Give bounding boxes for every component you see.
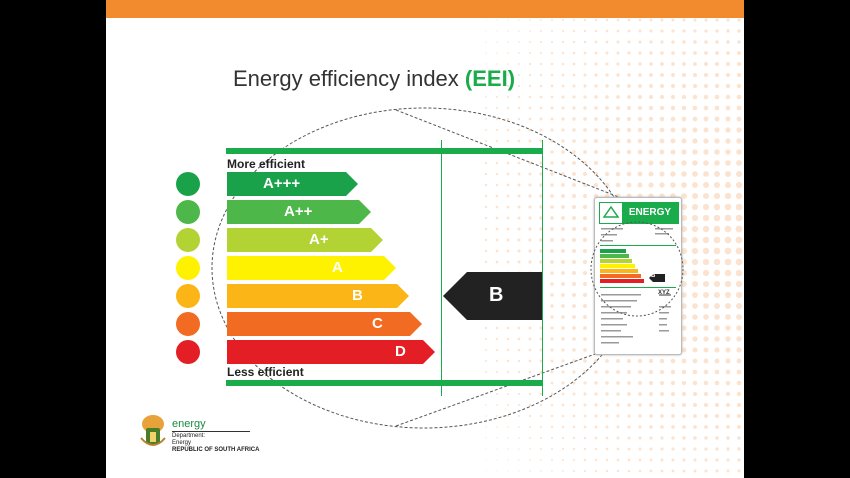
efficiency-dot-2 [176,228,200,252]
efficiency-dot-3 [176,256,200,280]
coat-of-arms-icon [140,415,166,446]
efficiency-dot-5 [176,312,200,336]
top-accent-bar [106,0,744,18]
efficiency-dot-0 [176,172,200,196]
logo-line-3: REPUBLIC OF SOUTH AFRICA [172,447,260,453]
efficiency-dot-6 [176,340,200,364]
efficiency-arrows [227,172,542,364]
arrow-bar-0 [227,172,358,196]
class-label-4: B [352,287,363,304]
class-label-0: A+++ [263,175,301,192]
more-efficient-label: More efficient [227,157,306,171]
energy-label-card: ENERGY [594,197,682,355]
efficiency-dot-4 [176,284,200,308]
logo-line-2: Energy [172,440,192,446]
label-card-rating: B [651,273,656,279]
label-card-heading: ENERGY [622,203,678,223]
slide-title: Energy efficiency index (EEI) [106,66,642,92]
scale-top-border [226,148,542,154]
scale-right-line [542,140,543,396]
logo-word: energy [172,418,206,430]
class-label-5: C [372,315,383,332]
arrow-bar-6 [227,340,435,364]
title-text: Energy efficiency index [232,66,459,91]
arrow-bar-3 [227,256,396,280]
label-card-details [600,228,676,344]
class-label-2: A+ [309,231,329,248]
rating-indicator-arrow [443,272,542,320]
label-card-code: XYZ [658,290,670,296]
efficiency-dot-1 [176,200,200,224]
class-label-3: A [332,259,343,276]
logo-line-1: Department: [172,433,206,439]
arrow-bar-4 [227,284,409,308]
arrow-bar-2 [227,228,383,252]
title-abbreviation: (EEI) [464,66,516,91]
label-card-header: ENERGY [599,202,679,224]
class-label-6: D [395,343,406,360]
logo-divider [172,431,250,432]
less-efficient-label: Less efficient [227,365,304,379]
class-label-1: A++ [284,203,313,220]
arrow-bar-1 [227,200,371,224]
arrow-bar-5 [227,312,422,336]
slide: Energy efficiency index (EEI) More effic… [106,0,744,478]
scale-bottom-border [226,380,542,386]
label-card-logo [600,203,622,223]
label-zoom-circle [590,221,684,317]
rating-indicator-label: B [489,284,504,306]
scale-divider-line [441,140,442,396]
